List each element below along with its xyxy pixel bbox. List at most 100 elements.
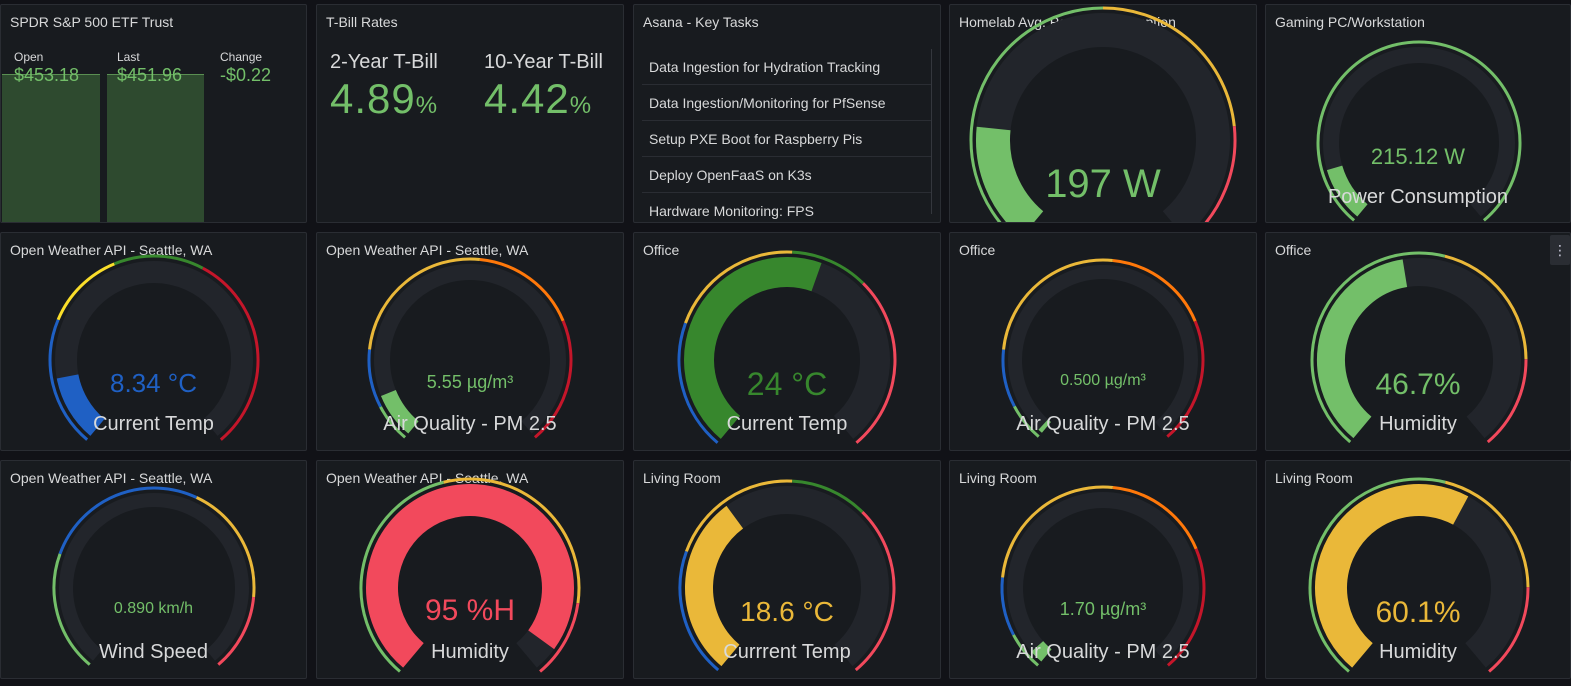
threshold-band: [1486, 359, 1528, 444]
humidity-gauge: [1308, 477, 1530, 673]
threshold-band: [1000, 577, 1015, 636]
threshold-band: [1204, 126, 1237, 222]
office-humidity-panel[interactable]: Office ⋮ 46.7% Humidity: [1265, 232, 1571, 451]
threshold-band: [1112, 258, 1197, 322]
gauge-value-arc: [366, 484, 574, 668]
gauge-value-arc: [1031, 641, 1052, 662]
threshold-band: [379, 406, 407, 439]
threshold-band: [1316, 40, 1522, 222]
open-bar: [2, 74, 100, 222]
tbill-10yr-value: 4.42%: [484, 75, 593, 122]
gauge-value-arc: [56, 374, 105, 436]
gauge-label: Wind Speed: [99, 641, 208, 663]
threshold-band: [52, 553, 91, 666]
threshold-band: [359, 480, 444, 673]
threshold-band: [533, 320, 573, 439]
temp-gauge: [678, 479, 896, 672]
gauge-label: Current Temp: [726, 413, 848, 435]
threshold-band: [1102, 6, 1236, 127]
living-room-air-panel[interactable]: Living Room 1.70 µg/m³ Air Quality - PM …: [949, 460, 1257, 679]
threshold-band: [792, 250, 865, 285]
task-list[interactable]: Data Ingestion for Hydration Tracking Da…: [642, 49, 932, 219]
gauge-value: 1.70 µg/m³: [1059, 599, 1147, 619]
air-quality-gauge: [1000, 485, 1206, 667]
panel-title: Living Room: [1275, 470, 1353, 486]
open-value: $453.18: [14, 65, 80, 85]
office-temp-panel[interactable]: Office 24 °C Current Temp: [633, 232, 941, 451]
gauge-value-arc: [976, 126, 1044, 222]
threshold-band: [1002, 258, 1113, 350]
open-label: Open: [14, 50, 44, 64]
gaming-pc-panel[interactable]: Gaming PC/Workstation 215.12 W Power Con…: [1265, 4, 1571, 223]
gauge-value-arc: [1038, 419, 1051, 433]
asana-panel[interactable]: Asana - Key Tasks Data Ingestion for Hyd…: [633, 4, 941, 223]
stock-panel[interactable]: SPDR S&P 500 ETF Trust Open $453.18 Last…: [0, 4, 307, 223]
change-value: -$0.22: [220, 65, 272, 85]
threshold-band: [202, 266, 260, 441]
threshold-band: [195, 496, 256, 598]
threshold-band: [56, 262, 115, 321]
gauge-track: [55, 261, 253, 436]
threshold-band: [539, 602, 580, 673]
tbill-panel[interactable]: T-Bill Rates 2-Year T-Bill 4.89% 10-Year…: [316, 4, 624, 223]
panel-title: T-Bill Rates: [326, 14, 398, 30]
task-item[interactable]: Hardware Monitoring: FPS: [649, 203, 814, 219]
gauge-label: Humidity: [431, 641, 509, 663]
threshold-band: [479, 257, 565, 322]
threshold-band: [113, 254, 204, 270]
threshold-band: [48, 319, 89, 441]
office-air-panel[interactable]: Office 0.500 µg/m³ Air Quality - PM 2.5: [949, 232, 1257, 451]
threshold-band: [855, 282, 897, 444]
threshold-band: [367, 349, 382, 408]
gauge-value: 18.6 °C: [740, 596, 834, 627]
gauge-value: 8.34 °C: [109, 368, 197, 398]
wind-gauge: [52, 486, 256, 666]
gauge-track: [59, 493, 249, 661]
gauge-track: [1007, 492, 1199, 662]
gauge-label: Air Quality - PM 2.5: [1016, 641, 1190, 663]
gauge-value: 24 °C: [746, 366, 828, 402]
living-room-humidity-panel[interactable]: Living Room 60.1% Humidity: [1265, 460, 1571, 679]
panel-title: Open Weather API - Seattle, WA: [326, 470, 529, 486]
panel-menu-button[interactable]: ⋮: [1550, 235, 1570, 265]
living-room-temp-panel[interactable]: Living Room 18.6 °C Currrent Temp: [633, 460, 941, 679]
gauge-value: 95 %H: [424, 594, 516, 627]
task-item[interactable]: Data Ingestion/Monitoring for PfSense: [642, 85, 931, 121]
threshold-band: [677, 322, 719, 444]
gauge-value-arc: [380, 389, 419, 434]
weather-wind-panel[interactable]: Open Weather API - Seattle, WA 0.890 km/…: [0, 460, 307, 679]
threshold-band: [1310, 251, 1446, 444]
threshold-band: [1488, 587, 1530, 673]
threshold-band: [678, 550, 720, 672]
humidity-gauge: [1310, 251, 1528, 444]
task-item[interactable]: Deploy OpenFaaS on K3s: [642, 157, 931, 193]
gauge-label: Power Consumption: [1327, 186, 1509, 208]
gauge-value: 197 W: [1045, 162, 1161, 206]
weather-temp-panel[interactable]: Open Weather API - Seattle, WA 8.34 °C C…: [0, 232, 307, 451]
weather-humidity-panel[interactable]: Open Weather API - Seattle, WA 95 %H Hum…: [316, 460, 624, 679]
gauge-value: 5.55 µg/m³: [426, 372, 514, 392]
task-item[interactable]: Setup PXE Boot for Raspberry Pis: [642, 121, 931, 157]
change-label: Change: [220, 50, 263, 64]
panel-title: Asana - Key Tasks: [643, 14, 759, 30]
last-label: Last: [117, 50, 140, 64]
panel-title: SPDR S&P 500 ETF Trust: [10, 14, 174, 30]
threshold-band: [1013, 405, 1040, 438]
temp-gauge: [48, 254, 260, 441]
threshold-band: [1444, 254, 1528, 360]
gauge-value: 215.12 W: [1370, 144, 1466, 169]
task-item[interactable]: Data Ingestion for Hydration Tracking: [642, 49, 931, 85]
tbill-10yr-label: 10-Year T-Bill: [484, 51, 603, 73]
threshold-band: [685, 479, 793, 552]
threshold-band: [854, 511, 896, 672]
gauge-label: Humidity: [1379, 413, 1457, 435]
weather-air-panel[interactable]: Open Weather API - Seattle, WA 5.55 µg/m…: [316, 232, 624, 451]
homelab-power-panel[interactable]: Homelab Avg. Power Consumption 197 W: [949, 4, 1257, 223]
threshold-band: [1166, 320, 1205, 438]
gauge-value-arc: [1326, 165, 1368, 217]
panel-title: Open Weather API - Seattle, WA: [326, 242, 529, 258]
last-value: $451.96: [117, 65, 183, 85]
humidity-gauge: [359, 477, 581, 673]
air-quality-gauge: [367, 257, 573, 439]
threshold-band: [217, 596, 256, 666]
